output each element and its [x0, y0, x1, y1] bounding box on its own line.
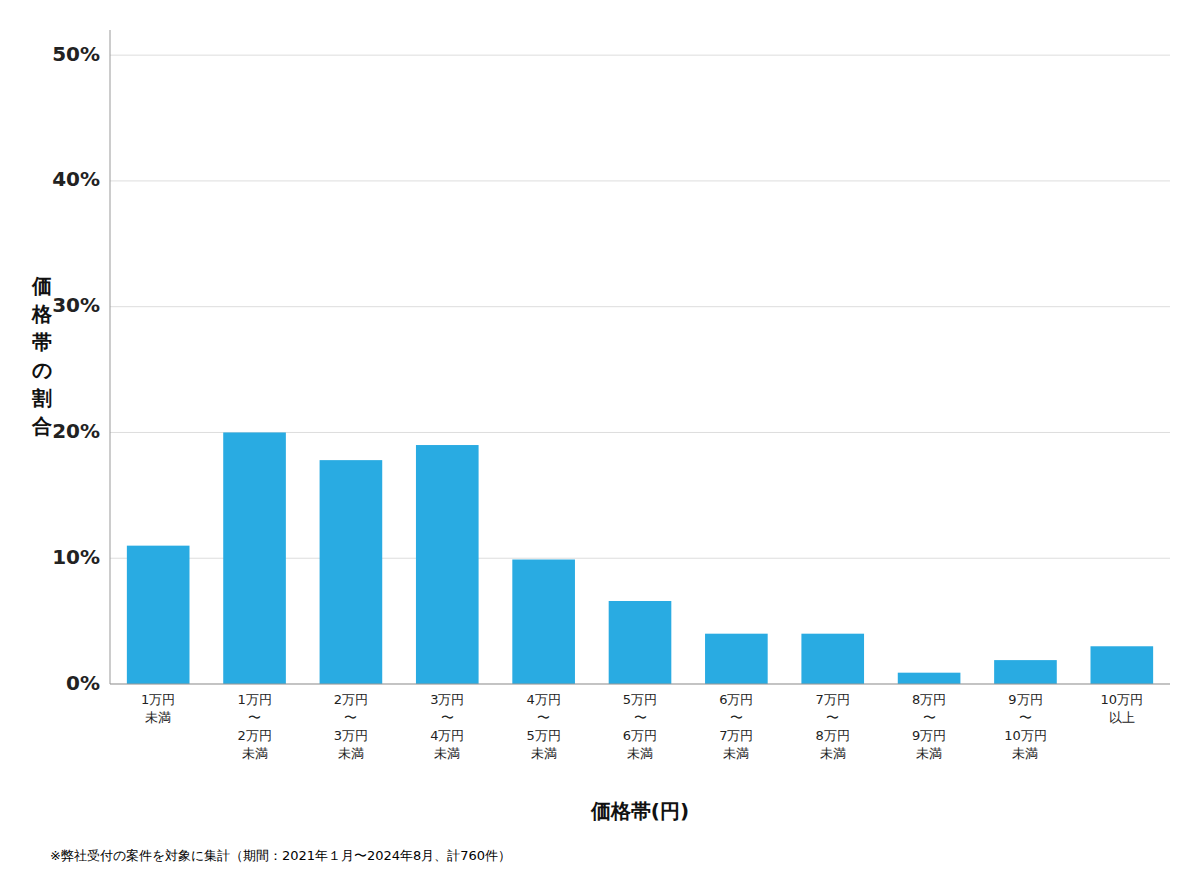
x-tick-label-line: 未満 — [916, 746, 942, 761]
x-tick-label-line: 6万円 — [719, 692, 753, 707]
y-axis-label: 価格帯の割合 — [31, 274, 53, 438]
x-tick-label: 1万円未満 — [141, 692, 175, 725]
x-tick-label-line: 未満 — [434, 746, 460, 761]
x-tick-label-line: 9万円 — [912, 728, 946, 743]
x-tick-label-line: 2万円 — [334, 692, 368, 707]
bar — [416, 445, 479, 684]
bar — [223, 432, 286, 684]
x-tick-label-line: 〜 — [441, 710, 454, 725]
y-axis-label-char: 格 — [31, 302, 53, 326]
y-axis-line — [110, 30, 111, 684]
y-tick-label: 30% — [52, 293, 100, 317]
x-tick-label-line: 10万円 — [1101, 692, 1144, 707]
x-tick-label-line: 未満 — [820, 746, 846, 761]
x-tick-label-line: 〜 — [248, 710, 261, 725]
x-tick-label-line: 9万円 — [1008, 692, 1042, 707]
x-tick-label-line: 〜 — [826, 710, 839, 725]
y-tick-label: 10% — [52, 545, 100, 569]
bar — [512, 559, 575, 684]
x-tick-label-line: 3万円 — [334, 728, 368, 743]
y-axis-label-char: 帯 — [32, 330, 52, 354]
x-tick-label-line: 〜 — [344, 710, 357, 725]
x-tick-label-line: 〜 — [1019, 710, 1032, 725]
x-tick-label-line: 未満 — [531, 746, 557, 761]
x-axis-line — [110, 684, 1170, 685]
chart-container: 0%10%20%30%40%50%1万円未満1万円〜2万円未満2万円〜3万円未満… — [0, 0, 1200, 874]
bar — [994, 660, 1057, 684]
bar — [1091, 646, 1154, 684]
x-tick-label: 10万円以上 — [1101, 692, 1144, 725]
x-tick-label-line: 7万円 — [816, 692, 850, 707]
x-tick-label-line: 2万円 — [237, 728, 271, 743]
x-tick-label-line: 1万円 — [141, 692, 175, 707]
grid-line — [110, 180, 1170, 181]
x-tick-label-line: 4万円 — [430, 728, 464, 743]
grid-line — [110, 306, 1170, 307]
x-tick-label-line: 6万円 — [623, 728, 657, 743]
bar — [609, 601, 672, 684]
x-tick-label-line: 未満 — [242, 746, 268, 761]
y-axis-label-char: 価 — [31, 274, 52, 298]
x-tick-label-line: 未満 — [627, 746, 653, 761]
x-tick-label-line: 以上 — [1109, 710, 1135, 725]
x-tick-label-line: 〜 — [730, 710, 743, 725]
chart-svg: 0%10%20%30%40%50%1万円未満1万円〜2万円未満2万円〜3万円未満… — [0, 0, 1200, 874]
x-tick-label-line: 〜 — [634, 710, 647, 725]
x-tick-label-line: 4万円 — [526, 692, 560, 707]
x-tick-label-line: 未満 — [145, 710, 171, 725]
x-axis-label: 価格帯(円) — [590, 799, 689, 823]
x-tick-label: 4万円〜 5万円未満 — [526, 692, 560, 761]
y-tick-labels: 0% 10% 20% 30% 40% 50% — [52, 42, 100, 695]
bars — [127, 432, 1153, 684]
x-tick-label: 9万円〜 10万円未満 — [1004, 692, 1047, 761]
x-tick-label: 1万円〜 2万円未満 — [237, 692, 271, 761]
bar — [127, 546, 190, 684]
grid-line — [110, 684, 1170, 685]
x-tick-label: 8万円〜 9万円未満 — [912, 692, 946, 761]
x-tick-label: 7万円〜 8万円未満 — [816, 692, 850, 761]
y-axis-label-char: 割 — [31, 386, 52, 410]
x-tick-label-line: 未満 — [1012, 746, 1038, 761]
grid-line — [110, 55, 1170, 56]
x-tick-label: 6万円〜 7万円未満 — [719, 692, 753, 761]
bar — [898, 673, 961, 684]
y-tick-label: 20% — [52, 419, 100, 443]
x-tick-label-line: 未満 — [338, 746, 364, 761]
x-tick-label-line: 3万円 — [430, 692, 464, 707]
y-tick-label: 0% — [66, 671, 100, 695]
x-tick-label-line: 5万円 — [526, 728, 560, 743]
x-tick-label: 5万円〜 6万円未満 — [623, 692, 657, 761]
x-tick-label-line: 〜 — [537, 710, 550, 725]
bar — [705, 634, 768, 684]
x-tick-label-line: 8万円 — [816, 728, 850, 743]
x-tick-label-line: 〜 — [923, 710, 936, 725]
x-tick-label-line: 5万円 — [623, 692, 657, 707]
x-tick-label: 3万円〜 4万円未満 — [430, 692, 464, 761]
x-tick-labels: 1万円未満1万円〜2万円未満2万円〜3万円未満3万円〜4万円未満4万円〜5万円未… — [141, 692, 1143, 761]
x-tick-label-line: 未満 — [723, 746, 749, 761]
x-tick-label-line: 1万円 — [237, 692, 271, 707]
x-tick-label: 2万円〜 3万円未満 — [334, 692, 368, 761]
y-grid — [110, 55, 1170, 684]
y-axis-label-char: 合 — [31, 414, 52, 438]
y-tick-label: 40% — [52, 167, 100, 191]
bar — [320, 460, 383, 684]
footnote: ※弊社受付の案件を対象に集計（期間：2021年１月〜2024年8月、計760件） — [50, 848, 511, 863]
x-tick-label-line: 10万円 — [1004, 728, 1047, 743]
x-tick-label-line: 7万円 — [719, 728, 753, 743]
bar — [801, 634, 864, 684]
x-tick-label-line: 8万円 — [912, 692, 946, 707]
y-tick-label: 50% — [52, 42, 100, 66]
y-axis-label-char: の — [32, 358, 52, 382]
